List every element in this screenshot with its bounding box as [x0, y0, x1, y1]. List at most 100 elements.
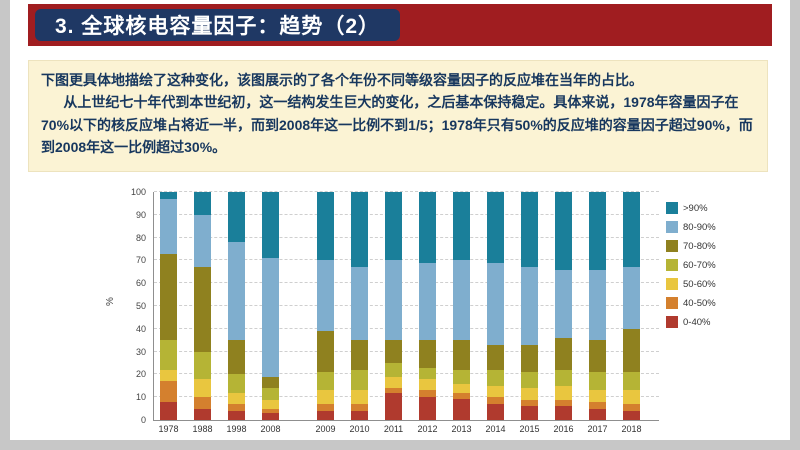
bar-2012: 2012 — [417, 192, 438, 434]
x-tick-label: 2013 — [451, 424, 472, 434]
x-tick-label: 2018 — [621, 424, 642, 434]
legend-item: 40-50% — [666, 297, 716, 309]
x-tick-label: 2010 — [349, 424, 370, 434]
segment-80-90% — [521, 267, 538, 345]
segment-60-70% — [453, 369, 470, 384]
segment-80-90% — [228, 242, 245, 341]
legend-item: 0-40% — [666, 316, 716, 328]
segment-70-80% — [419, 340, 436, 368]
legend-label: 50-60% — [683, 278, 716, 290]
segment-60-70% — [623, 372, 640, 391]
segment-60-70% — [228, 374, 245, 393]
bar-1978: 1978 — [158, 192, 179, 434]
gridline — [154, 373, 659, 375]
segment-0-40% — [453, 399, 470, 420]
legend: >90% 80-90% 70-80% 60-70% 50-60% 40-50% 0-40% — [666, 202, 716, 328]
segment-40-50% — [589, 401, 606, 409]
gridline — [154, 236, 659, 238]
bar-1988: 1988 — [192, 192, 213, 434]
paragraph-1: 下图更具体地描绘了这种变化，该图展示的了各个年份不同等级容量因子的反应堆在当年的… — [41, 72, 643, 88]
slide: 3. 全球核电容量因子：趋势（2） 下图更具体地描绘了这种变化，该图展示的了各个… — [10, 0, 790, 440]
segment-40-50% — [521, 399, 538, 407]
legend-item: 60-70% — [666, 259, 716, 271]
segment->90% — [453, 192, 470, 261]
legend-label: 60-70% — [683, 259, 716, 271]
y-tick-label: 60 — [135, 278, 146, 289]
stacked-bar-chart: % 0 10 20 30 40 50 60 70 80 90 100 1978 1988 1998 200… — [105, 187, 786, 444]
segment-50-60% — [419, 378, 436, 391]
x-tick-label: 1978 — [158, 424, 179, 434]
segment-60-70% — [262, 388, 279, 400]
legend-label: 0-40% — [683, 316, 711, 328]
segment-40-50% — [623, 404, 640, 411]
segment-60-70% — [385, 363, 402, 377]
gridlines — [154, 191, 659, 420]
segment-40-50% — [555, 399, 572, 407]
segment-0-40% — [351, 410, 368, 420]
bar-group: 2009 2010 2011 2012 2013 2014 2015 2016 2017 2018 — [315, 192, 642, 434]
segment-60-70% — [419, 367, 436, 379]
segment-60-70% — [487, 369, 504, 386]
segment-80-90% — [589, 269, 606, 341]
segment-0-40% — [521, 406, 538, 420]
bar-2009: 2009 — [315, 192, 336, 434]
y-tick-label: 80 — [135, 232, 146, 243]
segment-40-50% — [487, 397, 504, 405]
segment-50-60% — [487, 385, 504, 398]
gridline — [154, 191, 659, 192]
segment-70-80% — [262, 376, 279, 389]
segment-40-50% — [228, 404, 245, 411]
bar-2013: 2013 — [451, 192, 472, 434]
bar-2017: 2017 — [587, 192, 608, 434]
segment-70-80% — [351, 340, 368, 370]
segment-0-40% — [555, 406, 572, 420]
segment-80-90% — [555, 269, 572, 338]
y-axis: 0 10 20 30 40 50 60 70 80 90 100 — [120, 187, 150, 425]
paragraph-2: 从上世纪七十年代到本世纪初，这一结构发生巨大的变化，之后基本保持稳定。具体来说，… — [41, 94, 753, 156]
legend-item: 70-80% — [666, 240, 716, 252]
segment-70-80% — [555, 337, 572, 370]
x-tick-label: 2008 — [260, 424, 281, 434]
legend-label: 80-90% — [683, 221, 716, 233]
group-gap — [279, 192, 317, 420]
segment-80-90% — [419, 262, 436, 341]
segment-50-60% — [262, 399, 279, 409]
segment-0-40% — [194, 408, 211, 420]
segment-0-40% — [419, 397, 436, 420]
segment-60-70% — [589, 372, 606, 391]
legend-label: >90% — [683, 202, 708, 214]
x-tick-label: 2015 — [519, 424, 540, 434]
segment-40-50% — [419, 390, 436, 398]
legend-swatch — [666, 297, 678, 309]
segment-50-60% — [453, 383, 470, 393]
segment-80-90% — [385, 260, 402, 341]
y-tick-label: 20 — [135, 369, 146, 380]
segment-40-50% — [453, 392, 470, 400]
y-tick-label: 90 — [135, 209, 146, 220]
legend-item: 50-60% — [666, 278, 716, 290]
segment-70-80% — [228, 340, 245, 375]
y-tick-label: 30 — [135, 346, 146, 357]
legend-swatch — [666, 202, 678, 214]
legend-swatch — [666, 316, 678, 328]
legend-item: 80-90% — [666, 221, 716, 233]
gridline — [154, 327, 659, 329]
plot-area: 1978 1988 1998 2008 2009 2010 2011 2012 2013 2014… — [153, 191, 659, 434]
legend-swatch — [666, 240, 678, 252]
segment-50-60% — [385, 376, 402, 389]
bar-2010: 2010 — [349, 192, 370, 434]
segment-40-50% — [385, 388, 402, 393]
segment->90% — [262, 192, 279, 259]
segment-60-70% — [555, 369, 572, 386]
segment-0-40% — [385, 392, 402, 420]
y-tick-label: 40 — [135, 323, 146, 334]
segment-60-70% — [160, 340, 177, 370]
gridline — [154, 259, 659, 261]
segment->90% — [419, 192, 436, 263]
segment-80-90% — [623, 267, 640, 329]
segment-60-70% — [194, 351, 211, 379]
legend-swatch — [666, 278, 678, 290]
segment-0-40% — [262, 413, 279, 420]
segment-0-40% — [228, 410, 245, 420]
page-title-text: 3. 全球核电容量因子：趋势（2） — [55, 15, 381, 38]
